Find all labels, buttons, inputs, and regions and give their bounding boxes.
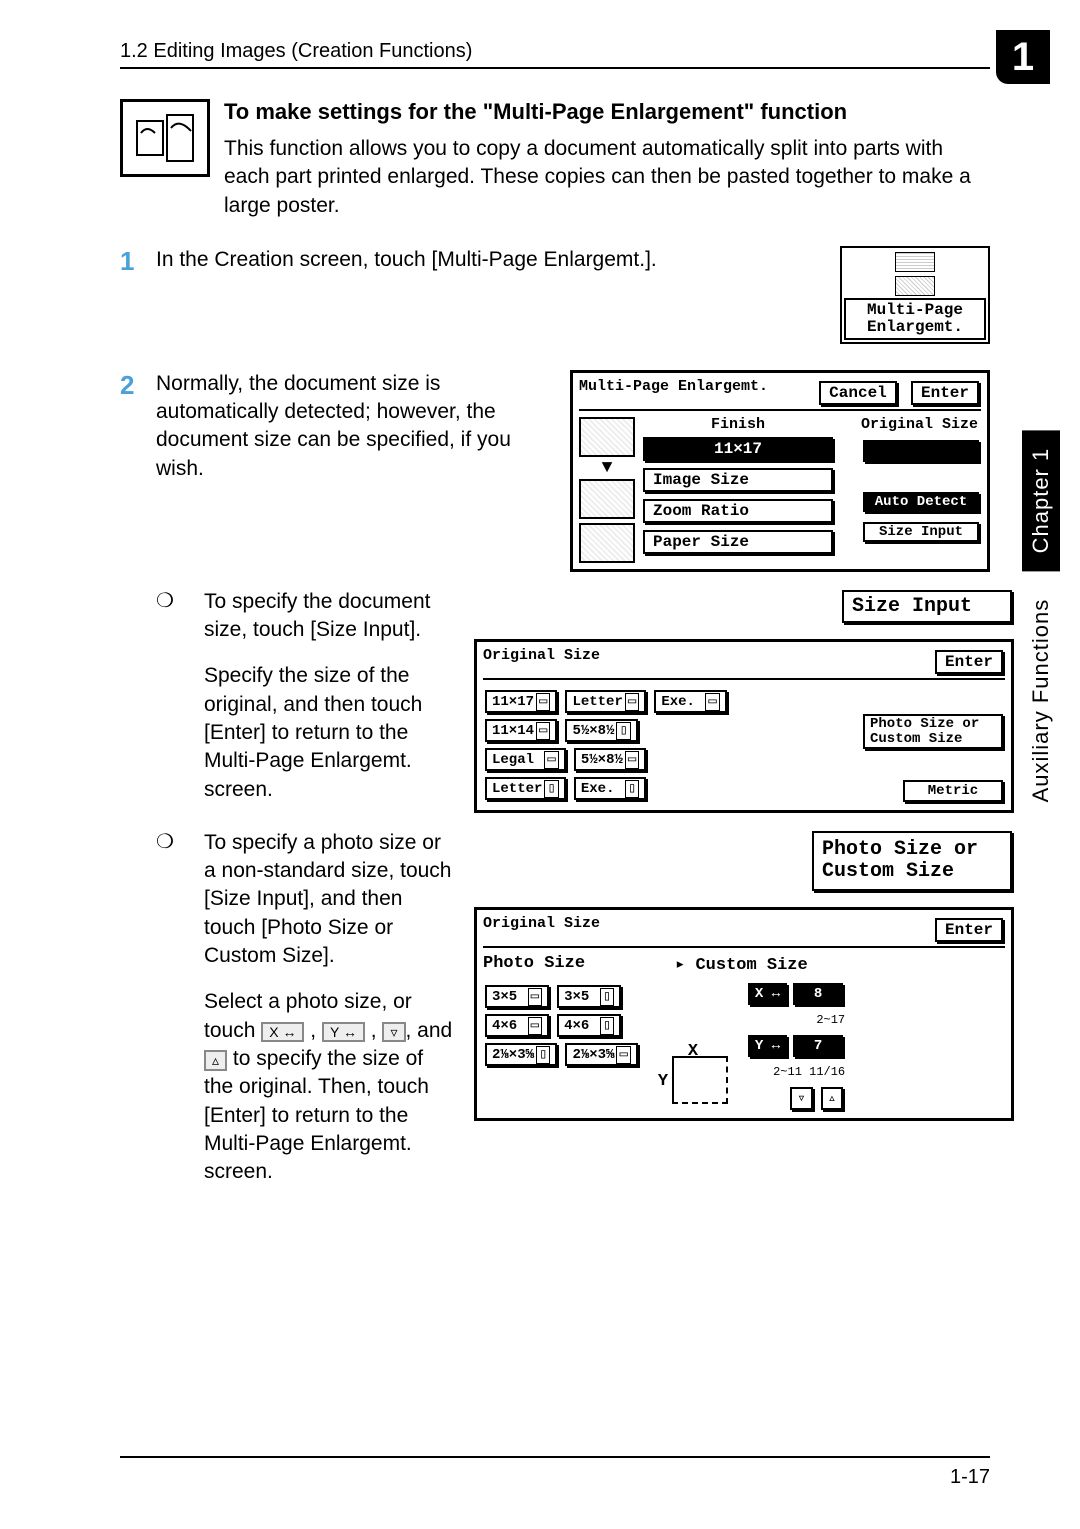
x-range: 2~17 <box>746 1013 845 1027</box>
feature-icon <box>120 99 210 177</box>
paper-size-button[interactable]: Paper Size <box>643 530 833 554</box>
step1-text: In the Creation screen, touch [Multi-Pag… <box>156 246 840 344</box>
side-tab-auxiliary: Auxiliary Functions <box>1022 589 1060 813</box>
y-adjust-button[interactable]: Y ↔ <box>748 1035 787 1057</box>
intro-text: This function allows you to copy a docum… <box>224 135 990 220</box>
metric-button[interactable]: Metric <box>903 780 1003 802</box>
size-55x85a-button[interactable]: 5½×8½▯ <box>565 719 637 742</box>
down-arrow-icon: ▼ <box>579 461 635 475</box>
mini-panel-label: Multi-Page Enlargemt. <box>844 298 986 340</box>
side-tab: Auxiliary Functions Chapter 1 <box>1022 430 1060 812</box>
specify-original-text: Specify the size of the original, and th… <box>204 662 454 804</box>
size-4x6-l-button[interactable]: 4×6 ▭ <box>485 1014 549 1037</box>
custom-size-label: Custom Size <box>695 956 807 975</box>
enter-button[interactable]: Enter <box>935 650 1003 674</box>
chapter-badge: 1 <box>996 30 1050 84</box>
lcd-multi-page-enlargement: Multi-Page Enlargemt. Cancel Enter ▼ Fin… <box>570 370 990 572</box>
original-size-label: Original Size <box>861 417 981 433</box>
lcd-original-size: Original Size Enter 11×17▭ Letter▭ Exe. … <box>474 639 1014 813</box>
finish-value[interactable]: 11×17 <box>643 437 833 461</box>
page-footer: 1-17 <box>120 1456 990 1489</box>
y-axis-label: Y <box>658 1072 668 1091</box>
auto-detect-button[interactable]: Auto Detect <box>863 492 979 512</box>
section-title: To make settings for the "Multi-Page Enl… <box>224 99 990 125</box>
size-2x3-p-button[interactable]: 2⅛×3⅝▭ <box>565 1043 637 1066</box>
photo-custom-panel[interactable]: Photo Size or Custom Size <box>812 831 1012 891</box>
size-letter-p-button[interactable]: Letter▯ <box>485 777 566 800</box>
photo-size-label: Photo Size <box>483 954 585 975</box>
enter-button[interactable]: Enter <box>911 381 979 405</box>
y-value: 7 <box>793 1035 843 1057</box>
lcd1-title: Multi-Page Enlargemt. <box>579 379 768 394</box>
step-down-button[interactable]: ▿ <box>790 1087 812 1110</box>
size-exe-l-button[interactable]: Exe. ▭ <box>654 690 726 713</box>
y-range: 2~11 11/16 <box>746 1065 845 1079</box>
page-header: 1.2 Editing Images (Creation Functions) … <box>120 40 990 69</box>
size-55x85b-button[interactable]: 5½×8½▭ <box>574 748 646 771</box>
size-input-panel[interactable]: Size Input <box>842 590 1012 623</box>
size-letter-l-button[interactable]: Letter▭ <box>565 690 646 713</box>
step-number: 2 <box>120 370 156 401</box>
bullet-icon: ❍ <box>156 588 184 613</box>
lcd-photo-custom: Original Size Enter Photo Size ▸ Custom … <box>474 907 1014 1121</box>
x-adjust-button[interactable]: X ↔ <box>748 983 787 1005</box>
thumb-icon <box>579 523 635 563</box>
y-arrows-icon: Y ↔ <box>322 1022 365 1043</box>
photo-custom-button[interactable]: Photo Size or Custom Size <box>863 714 1003 749</box>
down-step-icon: ▿ <box>382 1022 405 1043</box>
step-number: 1 <box>120 246 156 344</box>
thumb-icon <box>579 479 635 519</box>
enter-button[interactable]: Enter <box>935 918 1003 942</box>
zoom-ratio-button[interactable]: Zoom Ratio <box>643 499 833 523</box>
x-value: 8 <box>793 983 843 1005</box>
side-tab-chapter: Chapter 1 <box>1022 430 1060 572</box>
size-11x14-button[interactable]: 11×14▭ <box>485 719 557 742</box>
thumb-icon <box>579 417 635 457</box>
size-3x5-p-button[interactable]: 3×5 ▯ <box>557 985 621 1008</box>
size-3x5-l-button[interactable]: 3×5 ▭ <box>485 985 549 1008</box>
specify-photo-size-text: To specify a photo size or a non-standar… <box>204 829 454 971</box>
image-size-button[interactable]: Image Size <box>643 468 833 492</box>
step2-text: Normally, the document size is automatic… <box>156 370 516 483</box>
multi-page-mini-panel: Multi-Page Enlargemt. <box>840 246 990 344</box>
size-11x17-button[interactable]: 11×17▭ <box>485 690 557 713</box>
finish-label: Finish <box>641 417 835 433</box>
size-2x3-l-button[interactable]: 2⅛×3⅝▯ <box>485 1043 557 1066</box>
up-step-icon: ▵ <box>204 1050 227 1071</box>
size-exe-p-button[interactable]: Exe. ▯ <box>574 777 646 800</box>
size-legal-button[interactable]: Legal ▭ <box>485 748 566 771</box>
lcd2-title: Original Size <box>483 648 600 664</box>
cancel-button[interactable]: Cancel <box>819 381 897 405</box>
size-input-button[interactable]: Size Input <box>863 522 979 542</box>
size-4x6-p-button[interactable]: 4×6 ▯ <box>557 1014 621 1037</box>
header-text: 1.2 Editing Images (Creation Functions) <box>120 40 472 62</box>
step-up-button[interactable]: ▵ <box>821 1087 843 1110</box>
select-photo-size-text: Select a photo size, or touch X ↔ , Y ↔ … <box>204 988 454 1186</box>
x-arrows-icon: X ↔ <box>261 1022 304 1043</box>
original-size-value <box>863 440 979 462</box>
specify-doc-size-text: To specify the document size, touch [Siz… <box>204 588 454 645</box>
page-number: 1-17 <box>950 1466 990 1488</box>
bullet-icon: ❍ <box>156 829 184 854</box>
lcd3-title: Original Size <box>483 916 600 932</box>
